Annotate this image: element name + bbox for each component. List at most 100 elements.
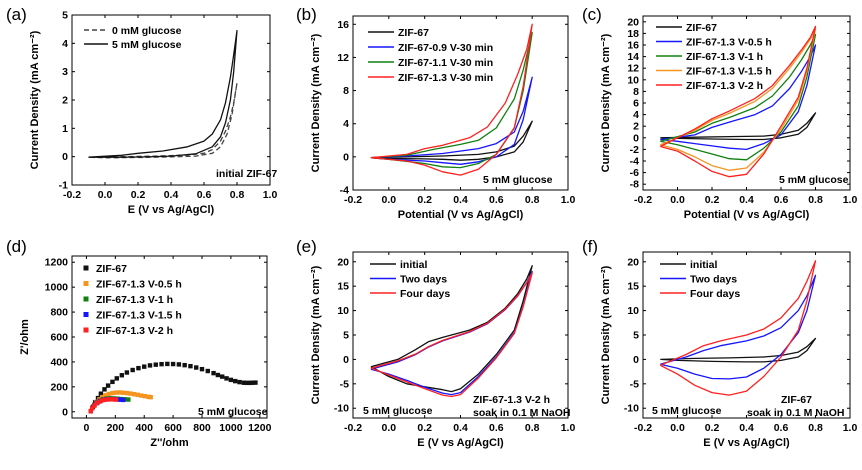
legend-marker	[83, 327, 89, 333]
data-point	[194, 365, 199, 370]
y-tick-label: 400	[50, 356, 68, 368]
series-line	[370, 23, 533, 176]
y-tick-label: 8	[343, 85, 349, 97]
data-point	[102, 387, 107, 392]
panel-label: (e)	[296, 237, 317, 256]
series-line	[660, 33, 817, 161]
y-tick-label: 0	[62, 406, 68, 418]
data-point	[97, 399, 102, 404]
legend-label: ZIF-67	[398, 27, 429, 39]
data-point	[110, 390, 115, 396]
data-point	[148, 394, 153, 400]
series-line	[660, 274, 817, 380]
data-point	[224, 376, 229, 381]
data-point	[131, 391, 137, 397]
data-point	[121, 390, 126, 395]
y-axis-label: Current Density (mA cm⁻²)	[600, 265, 612, 404]
x-tick-label: 1.0	[561, 422, 576, 434]
plot-area	[660, 25, 817, 178]
data-point	[136, 365, 141, 371]
data-point	[142, 393, 148, 399]
y-tick-label: 200	[50, 381, 68, 393]
x-tick-label: 0.2	[131, 189, 146, 201]
y-tick-label: -4	[340, 185, 349, 197]
x-tick-label: -0.2	[344, 194, 362, 206]
panel-a: -0.2 0.0 0.2 0.4 0.6 0.8 1.0 -1 0 1 2 3 4 5 E (V vs Ag…	[6, 5, 277, 216]
legend-label: initial	[690, 259, 718, 271]
x-tick-label: 0.6	[774, 194, 789, 206]
legend-label: ZIF-67-0.9 V-30 min	[398, 42, 493, 54]
x-tick-label: -0.2	[634, 422, 652, 434]
data-point	[114, 376, 119, 381]
legend-label: initial	[400, 259, 428, 271]
data-point	[90, 406, 95, 411]
data-point	[110, 379, 115, 385]
y-tick-label: 3	[62, 66, 68, 78]
series-line	[660, 260, 817, 396]
y-tick-label: 800	[50, 307, 68, 319]
plot-area	[370, 23, 533, 176]
x-tick-label: 0	[84, 422, 90, 434]
data-point	[105, 397, 111, 402]
legend-label: ZIF-67	[96, 263, 127, 275]
x-tick-label: 0.2	[417, 194, 432, 206]
data-point	[88, 408, 93, 414]
annotation: initial ZIF-67	[216, 168, 277, 180]
x-tick-label: 200	[107, 422, 125, 434]
annotation: ZIF-67	[781, 394, 812, 406]
data-point	[153, 362, 158, 367]
x-axis-label: Z''/ohm	[150, 437, 188, 449]
data-point	[176, 362, 182, 367]
y-tick-label: 0	[633, 354, 639, 366]
panel-label: (a)	[6, 5, 27, 24]
x-tick-label: 1.0	[843, 422, 858, 434]
legend-label: ZIF-67-1.3 V-1 h	[96, 294, 173, 306]
x-tick-label: 0.2	[705, 422, 720, 434]
x-axis-label: E (V vs Ag/AgCl)	[703, 437, 790, 449]
x-tick-label: 0.0	[670, 194, 685, 206]
x-tick-label: 1.0	[561, 194, 576, 206]
data-point	[250, 380, 255, 385]
data-point	[117, 390, 122, 395]
x-axis-label: E (V vs Ag/AgCl)	[417, 437, 504, 449]
annotation: 5 mM glucose	[483, 174, 553, 186]
data-point	[130, 367, 135, 373]
legend: initial Two days Four days	[370, 259, 450, 300]
y-tick-label: -10	[334, 403, 349, 415]
panel-e: -0.2 0.0 0.2 0.4 0.6 0.8 1.0 -10 -5 0 5 10 15 20 E (V …	[296, 237, 575, 449]
legend-label: 5 mM glucose	[112, 39, 182, 51]
y-tick-label: 14	[627, 51, 639, 63]
y-tick-label: -5	[340, 378, 349, 390]
legend-label: ZIF-67-1.3 V-1 h	[686, 51, 763, 63]
annotation: 5 mM glucose	[652, 405, 722, 417]
panel-label: (b)	[296, 5, 317, 24]
panel-f: -0.2 0.0 0.2 0.4 0.6 0.8 1.0 -10 -5 0 5 10 15 20 E (V …	[582, 237, 857, 449]
legend-label: ZIF-67-1.3 V-1.5 h	[686, 66, 772, 78]
y-tick-label: 10	[337, 305, 349, 317]
series-line	[660, 25, 817, 178]
series-line	[88, 29, 238, 158]
x-tick-label: 0.8	[525, 422, 540, 434]
data-point	[233, 378, 238, 384]
plot-area	[88, 361, 258, 414]
legend: 0 mM glucose 5 mM glucose	[84, 25, 182, 51]
data-point	[205, 368, 210, 374]
legend: ZIF-67 ZIF-67-1.3 V-0.5 h ZIF-67-1.3 V-1 h…	[83, 263, 182, 337]
y-tick-label: 10	[627, 305, 639, 317]
x-axis-label: Potential (V vs Ag/AgCl)	[398, 209, 524, 221]
y-tick-label: 15	[337, 281, 349, 293]
y-tick-label: 20	[627, 256, 639, 268]
data-point	[100, 398, 105, 403]
x-tick-label: 1200	[248, 422, 272, 434]
x-tick-label: 0.4	[739, 194, 754, 206]
y-tick-label: 0	[633, 132, 639, 144]
legend-label: ZIF-67-1.3 V-2 h	[686, 80, 763, 92]
x-tick-label: 0.4	[164, 189, 179, 201]
data-point	[170, 361, 176, 367]
y-tick-label: 20	[627, 16, 639, 28]
legend: ZIF-67 ZIF-67-0.9 V-30 min ZIF-67-1.1 V-30…	[368, 27, 493, 84]
x-tick-label: 0.0	[98, 189, 113, 201]
data-point	[113, 397, 119, 402]
y-tick-label: 18	[627, 28, 639, 40]
x-tick-label: 0.4	[453, 422, 468, 434]
